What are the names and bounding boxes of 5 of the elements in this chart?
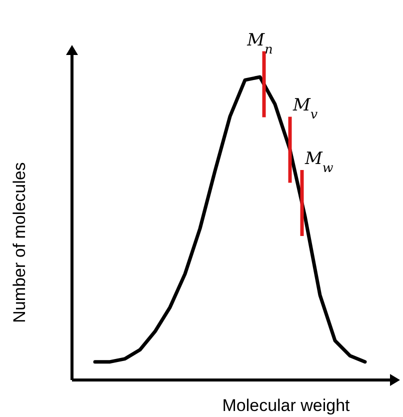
annotation: M$_{w}$ bbox=[304, 149, 334, 176]
text: M$_{n}$ bbox=[246, 30, 273, 57]
annotation: M$_{v}$ bbox=[292, 96, 318, 122]
y-axis-title: Number of molecules bbox=[10, 162, 29, 323]
x-axis-title: Molecular weight bbox=[222, 396, 350, 415]
